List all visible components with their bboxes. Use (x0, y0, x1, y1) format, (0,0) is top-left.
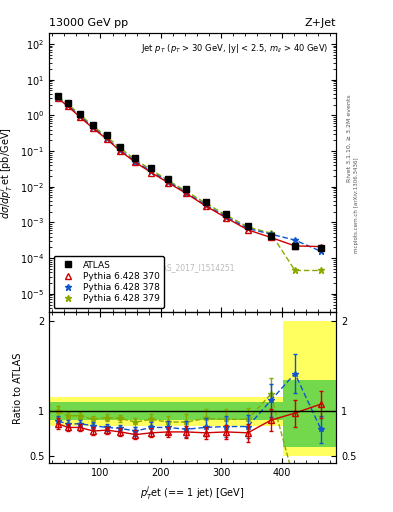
Line: Pythia 6.428 378: Pythia 6.428 378 (55, 94, 324, 255)
Pythia 6.428 379 (224, 212, 228, 218)
Pythia 6.428 379 (104, 133, 109, 139)
X-axis label: $p_T^j$et (== 1 jet) [GeV]: $p_T^j$et (== 1 jet) [GeV] (140, 484, 245, 502)
Legend: ATLAS, Pythia 6.428 370, Pythia 6.428 378, Pythia 6.428 379: ATLAS, Pythia 6.428 370, Pythia 6.428 37… (53, 256, 164, 308)
Pythia 6.428 378 (77, 113, 82, 119)
Pythia 6.428 378 (133, 158, 138, 164)
Pythia 6.428 379 (319, 267, 323, 273)
Pythia 6.428 370 (133, 159, 138, 165)
ATLAS (149, 165, 154, 172)
Pythia 6.428 378 (166, 179, 171, 185)
Text: Jet $p_T$ ($p_T$ > 30 GeV, |y| < 2.5, $m_{ll}$ > 40 GeV): Jet $p_T$ ($p_T$ > 30 GeV, |y| < 2.5, $m… (141, 41, 328, 55)
ATLAS (166, 176, 171, 182)
Pythia 6.428 370 (292, 243, 297, 249)
ATLAS (66, 100, 70, 106)
Pythia 6.428 370 (56, 95, 61, 101)
Pythia 6.428 370 (246, 227, 250, 233)
Pythia 6.428 379 (268, 230, 273, 236)
ATLAS (203, 199, 208, 205)
Pythia 6.428 378 (149, 168, 154, 175)
Pythia 6.428 370 (166, 180, 171, 186)
Pythia 6.428 379 (149, 166, 154, 173)
Pythia 6.428 379 (56, 93, 61, 99)
ATLAS (77, 111, 82, 117)
Line: ATLAS: ATLAS (55, 93, 324, 251)
Pythia 6.428 378 (203, 202, 208, 208)
Pythia 6.428 379 (133, 157, 138, 163)
ATLAS (319, 245, 323, 251)
Pythia 6.428 379 (246, 224, 250, 230)
Pythia 6.428 379 (292, 267, 297, 273)
ATLAS (184, 186, 189, 193)
Pythia 6.428 378 (246, 225, 250, 231)
Text: Rivet 3.1.10, ≥ 3.2M events: Rivet 3.1.10, ≥ 3.2M events (347, 94, 352, 182)
Pythia 6.428 370 (319, 244, 323, 250)
ATLAS (56, 93, 61, 99)
Pythia 6.428 378 (118, 147, 123, 154)
ATLAS (246, 222, 250, 228)
Pythia 6.428 378 (268, 231, 273, 237)
Pythia 6.428 378 (184, 189, 189, 196)
Pythia 6.428 370 (224, 215, 228, 221)
Pythia 6.428 379 (66, 101, 70, 107)
Pythia 6.428 379 (118, 145, 123, 152)
ATLAS (104, 132, 109, 138)
Pythia 6.428 378 (224, 214, 228, 220)
Y-axis label: $d\sigma/dp_T^j\,$et [pb/GeV]: $d\sigma/dp_T^j\,$et [pb/GeV] (0, 127, 15, 219)
ATLAS (118, 144, 123, 150)
Pythia 6.428 379 (203, 200, 208, 206)
Text: 13000 GeV pp: 13000 GeV pp (49, 18, 128, 28)
Text: ATLAS_2017_I1514251: ATLAS_2017_I1514251 (149, 263, 236, 272)
ATLAS (133, 155, 138, 161)
Pythia 6.428 370 (104, 136, 109, 142)
Pythia 6.428 378 (66, 102, 70, 109)
Pythia 6.428 378 (104, 135, 109, 141)
Line: Pythia 6.428 379: Pythia 6.428 379 (55, 93, 324, 274)
Pythia 6.428 379 (77, 112, 82, 118)
Pythia 6.428 370 (91, 125, 95, 132)
Pythia 6.428 378 (56, 95, 61, 101)
ATLAS (268, 233, 273, 239)
ATLAS (224, 211, 228, 217)
Pythia 6.428 379 (166, 177, 171, 183)
Pythia 6.428 370 (66, 103, 70, 110)
Pythia 6.428 370 (268, 234, 273, 241)
Pythia 6.428 370 (77, 114, 82, 120)
Pythia 6.428 370 (203, 203, 208, 209)
Pythia 6.428 378 (91, 124, 95, 131)
Pythia 6.428 370 (118, 148, 123, 154)
Text: mcplots.cern.ch [arXiv:1306.3436]: mcplots.cern.ch [arXiv:1306.3436] (354, 157, 359, 252)
Pythia 6.428 379 (91, 123, 95, 129)
ATLAS (91, 121, 95, 127)
Y-axis label: Ratio to ATLAS: Ratio to ATLAS (13, 352, 23, 423)
Pythia 6.428 370 (184, 190, 189, 197)
Text: Z+Jet: Z+Jet (305, 18, 336, 28)
Pythia 6.428 378 (319, 248, 323, 254)
Pythia 6.428 378 (292, 237, 297, 243)
Pythia 6.428 379 (184, 188, 189, 194)
Line: Pythia 6.428 370: Pythia 6.428 370 (55, 96, 324, 249)
Pythia 6.428 370 (149, 169, 154, 176)
ATLAS (292, 243, 297, 249)
